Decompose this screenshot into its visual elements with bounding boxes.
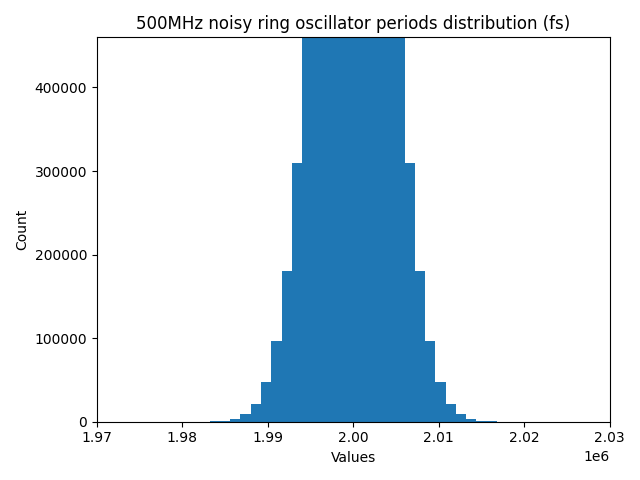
Bar	[251, 404, 261, 422]
Bar	[404, 163, 415, 422]
Bar	[425, 341, 435, 422]
Bar	[230, 419, 241, 422]
Bar	[261, 382, 271, 422]
Bar	[282, 271, 292, 422]
Bar	[364, 0, 374, 422]
Bar	[415, 271, 425, 422]
Bar	[292, 163, 302, 422]
Bar	[333, 0, 343, 422]
Bar	[394, 18, 404, 422]
Bar	[302, 19, 312, 422]
Bar	[312, 0, 323, 422]
Bar	[353, 0, 364, 422]
Title: 500MHz noisy ring oscillator periods distribution (fs): 500MHz noisy ring oscillator periods dis…	[136, 15, 570, 33]
Y-axis label: Count: Count	[15, 209, 29, 250]
Bar	[220, 421, 230, 422]
X-axis label: Values: Values	[331, 451, 376, 465]
Bar	[323, 0, 333, 422]
Bar	[271, 341, 282, 422]
Bar	[343, 0, 353, 422]
Bar	[456, 414, 466, 422]
Bar	[374, 0, 384, 422]
Bar	[466, 419, 476, 422]
Bar	[476, 421, 486, 422]
Bar	[445, 404, 456, 422]
Bar	[241, 414, 251, 422]
Bar	[435, 383, 445, 422]
Bar	[384, 0, 394, 422]
